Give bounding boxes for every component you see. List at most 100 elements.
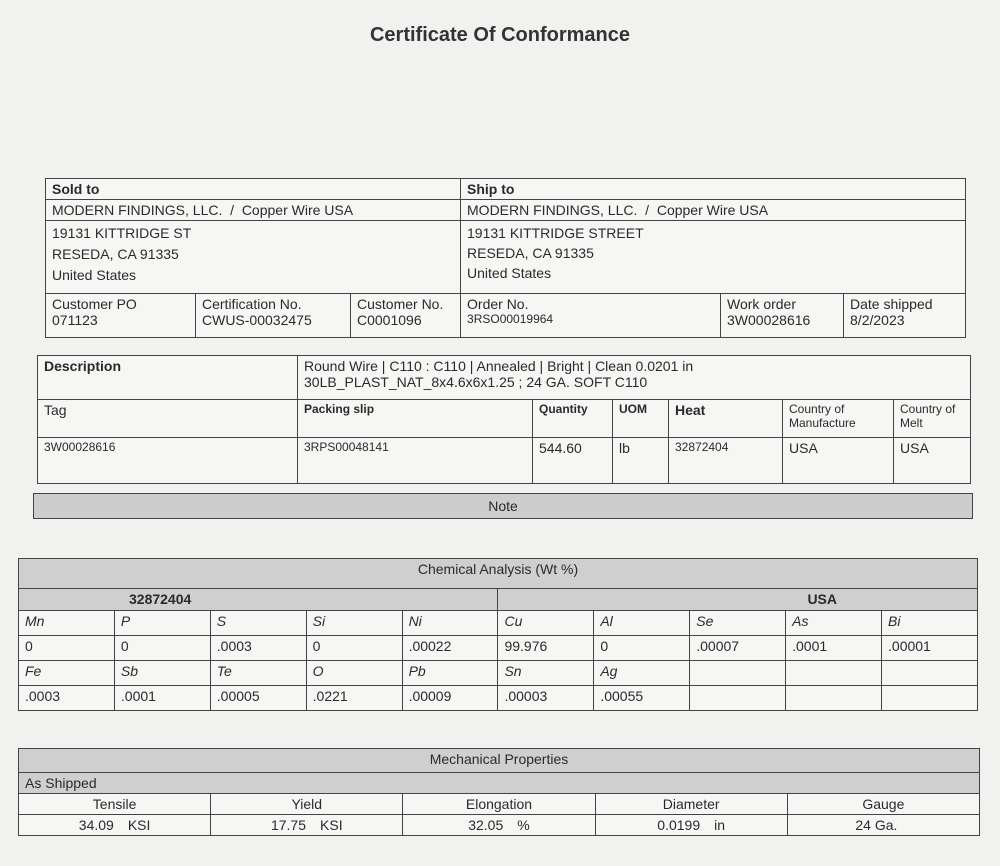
tag-value: 3W00028616 xyxy=(37,437,298,484)
quantity-header: Quantity xyxy=(532,399,613,438)
element-symbol: P xyxy=(113,610,211,636)
quantity-value: 544.60 xyxy=(532,437,613,484)
mechanical-header: Gauge xyxy=(786,793,981,815)
value-unit: KSI xyxy=(320,817,343,833)
sold-to-company: MODERN FINDINGS, LLC. xyxy=(52,202,223,218)
mechanical-value: 0.0199 in xyxy=(594,814,788,836)
ship-to-brand: Copper Wire USA xyxy=(656,202,769,218)
chemical-analysis-table: Chemical Analysis (Wt %) 32872404 USA Mn P… xyxy=(17,558,978,711)
country-manufacture-value: USA xyxy=(782,437,894,484)
element-symbol: Al xyxy=(593,610,691,636)
heat-value: 32872404 xyxy=(668,437,783,484)
element-symbol: Bi xyxy=(881,610,978,636)
element-value: 0 xyxy=(305,635,403,661)
customer-no-cell: Customer No. C0001096 xyxy=(349,293,462,338)
work-order-cell: Work order 3W00028616 xyxy=(720,293,845,338)
element-value: .0003 xyxy=(209,635,307,661)
value-number: 32.05 xyxy=(468,817,504,833)
mechanical-header: Elongation xyxy=(402,793,596,815)
mechanical-value: 32.05% xyxy=(402,814,596,836)
value-number: 34.09 xyxy=(78,817,114,833)
value-row: .0003.0001.00005.0221.00009.00003.00055 xyxy=(18,685,978,711)
element-value: .00055 xyxy=(593,685,691,711)
uom-header: UOM xyxy=(612,399,669,438)
date-shipped-cell: Date shipped 8/2/2023 xyxy=(843,293,967,338)
element-symbol: Cu xyxy=(497,610,595,636)
element-value: .00022 xyxy=(401,635,499,661)
mechanical-value: 17.75 KSI xyxy=(210,814,404,836)
mechanical-title: Mechanical Properties xyxy=(18,748,980,773)
customer-po-cell: Customer PO 071123 xyxy=(45,293,196,338)
sold-to-brand: Copper Wire USA xyxy=(241,202,354,218)
element-symbol xyxy=(689,660,787,686)
mechanical-condition: As Shipped xyxy=(18,772,980,794)
packing-slip-value: 3RPS00048141 xyxy=(297,437,533,484)
element-symbol: Te xyxy=(209,660,307,686)
note-bar: Note xyxy=(33,493,973,519)
ship-to-address-line: 19131 KITTRIDGE STREET xyxy=(467,225,644,241)
element-value: .0003 xyxy=(18,685,115,711)
element-row: Mn P S Si Ni Cu Al Se As Bi xyxy=(18,610,978,636)
element-value xyxy=(785,685,883,711)
address-block: Sold to Ship to MODERN FINDINGS, LLC. / … xyxy=(44,178,967,338)
element-value: 0 xyxy=(18,635,115,661)
element-symbol: Sn xyxy=(497,660,595,686)
description-line: Round Wire | C110 : C110 | Annealed | Br… xyxy=(304,358,694,374)
value-unit: KSI xyxy=(127,817,151,833)
description-line: 30LB_PLAST_NAT_8x4.6x6x1.25 ; 24 GA. SOF… xyxy=(304,374,648,390)
element-value: 0 xyxy=(113,635,211,661)
element-symbol: Si xyxy=(305,610,403,636)
chemical-title: Chemical Analysis (Wt %) xyxy=(18,558,978,589)
element-value: .00007 xyxy=(689,635,787,661)
chemical-country: USA xyxy=(497,588,978,611)
sold-to-address-line: United States xyxy=(52,267,137,283)
element-symbol: Ni xyxy=(401,610,499,636)
heat-header: Heat xyxy=(668,399,783,438)
element-symbol: Fe xyxy=(18,660,115,686)
value-unit: % xyxy=(517,817,530,833)
element-value: .00005 xyxy=(209,685,307,711)
element-symbol: Pb xyxy=(401,660,499,686)
chemical-heat: 32872404 xyxy=(17,588,499,611)
element-value: .0001 xyxy=(785,635,883,661)
mechanical-value: 24 Ga. xyxy=(786,814,981,836)
country-melt-value: USA xyxy=(892,437,972,484)
element-value: .00003 xyxy=(497,685,595,711)
element-value: .00009 xyxy=(401,685,499,711)
element-symbol: Sb xyxy=(113,660,211,686)
value-unit: in xyxy=(714,817,726,833)
country-manufacture-header: Country of Manufacture xyxy=(782,399,894,438)
ship-to-address-line: RESEDA, CA 91335 xyxy=(467,245,594,261)
element-value: 0 xyxy=(593,635,691,661)
element-symbol: Mn xyxy=(18,610,115,636)
certification-no-cell: Certification No. CWUS-00032475 xyxy=(195,293,351,338)
element-value: 99.976 xyxy=(497,635,595,661)
element-symbol: S xyxy=(209,610,307,636)
element-row: Fe Sb Te O Pb Sn Ag xyxy=(18,660,978,686)
element-symbol xyxy=(881,660,978,686)
sold-to-address-line: RESEDA, CA 91335 xyxy=(52,246,179,262)
ship-to-address-line: United States xyxy=(467,265,552,281)
value-number: 24 Ga. xyxy=(855,817,898,833)
document-title: Certificate Of Conformance xyxy=(369,24,631,46)
tag-header: Tag xyxy=(37,399,298,438)
element-value: .0221 xyxy=(305,685,403,711)
element-symbol: Se xyxy=(689,610,787,636)
element-symbol: As xyxy=(785,610,883,636)
element-value: .0001 xyxy=(113,685,211,711)
mechanical-header: Tensile xyxy=(17,793,212,815)
sold-to-address-line: 19131 KITTRIDGE ST xyxy=(52,225,192,241)
value-number: 0.0199 xyxy=(657,817,701,833)
mechanical-value: 34.09 KSI xyxy=(17,814,212,836)
value-row: 0 0.0003 0.00022 99.976 0.00007.0001.00001 xyxy=(18,635,978,661)
value-number: 17.75 xyxy=(270,817,307,833)
ship-to-label: Ship to xyxy=(467,181,515,197)
element-value xyxy=(689,685,787,711)
country-melt-header: Country of Melt xyxy=(892,399,972,438)
sold-to-label: Sold to xyxy=(52,181,100,197)
packing-slip-header: Packing slip xyxy=(297,399,533,438)
order-no-cell: Order No. 3RSO00019964 xyxy=(460,293,722,338)
element-symbol: Ag xyxy=(593,660,691,686)
uom-value: lb xyxy=(612,437,669,484)
description-label: Description xyxy=(37,355,298,400)
